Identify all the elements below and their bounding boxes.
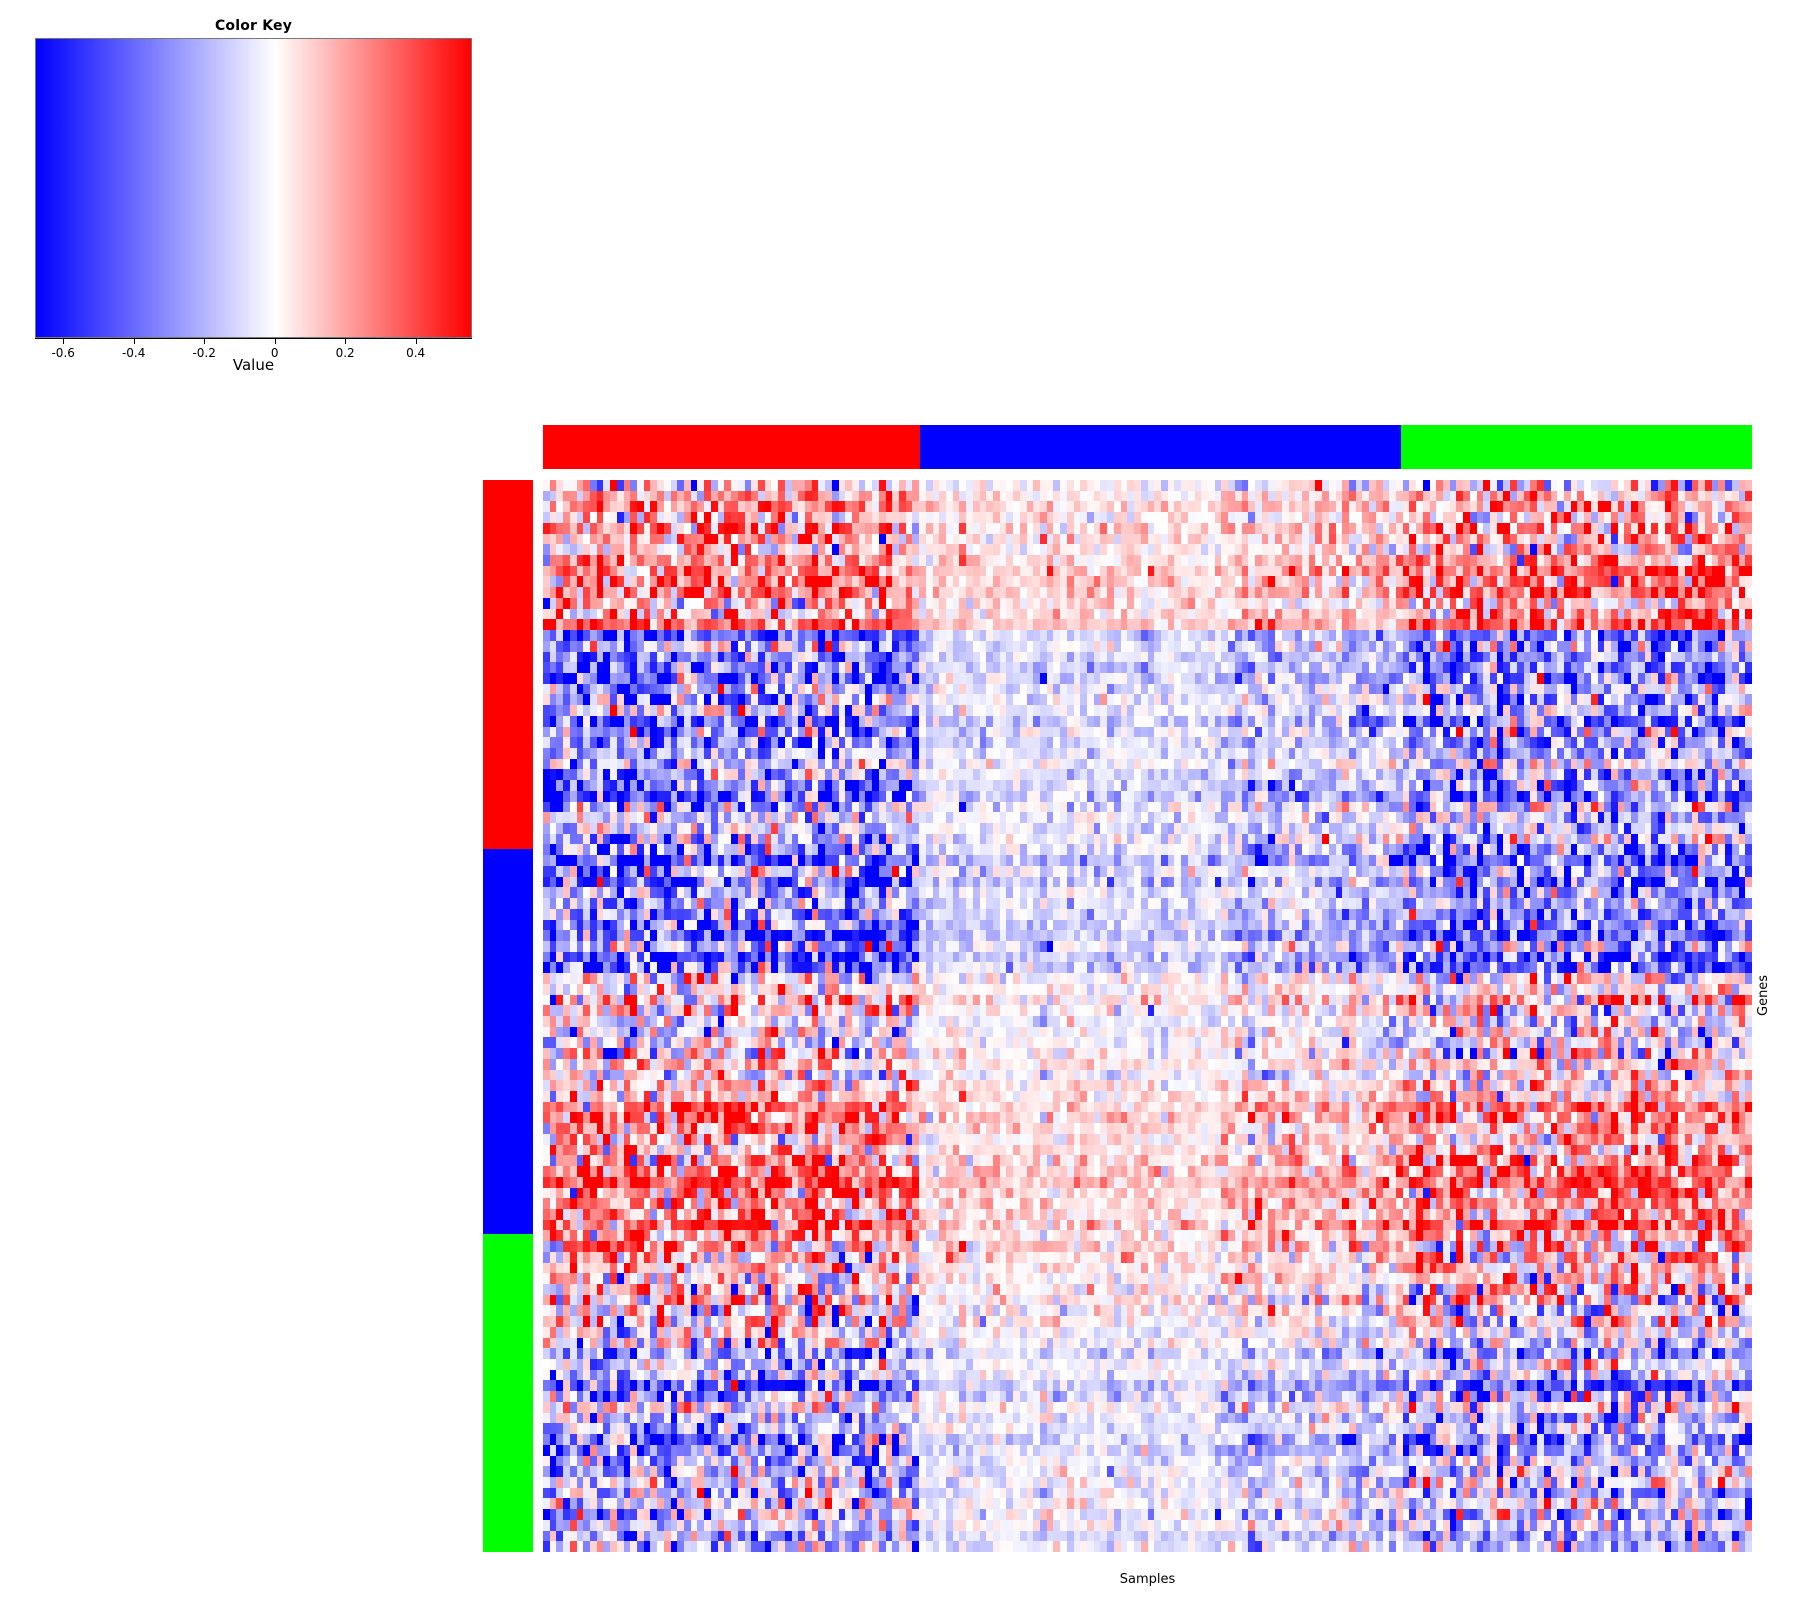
color-key-tick (274, 338, 276, 344)
color-key-tick (415, 338, 417, 344)
row-group-block (483, 480, 533, 849)
color-key-tick (133, 338, 135, 344)
color-key-tick-label: -0.2 (192, 346, 216, 360)
column-group-block (543, 425, 921, 469)
color-key-tick (204, 338, 206, 344)
row-group-annotation-bar (483, 480, 533, 1552)
color-key-axis-line (35, 338, 472, 339)
color-key-title: Color Key (214, 18, 293, 34)
x-axis-label: Samples (1119, 1572, 1176, 1587)
column-group-annotation-bar (543, 425, 1752, 469)
y-axis-label: Genes (1756, 974, 1771, 1016)
color-key-tick-label: -0.4 (121, 346, 146, 360)
color-key-tick-label: -0.6 (51, 346, 75, 360)
color-key-tick-label: 0.4 (406, 346, 426, 360)
color-key-tick-label: 0.2 (335, 346, 355, 360)
color-key-panel: Color Key -0.6 -0.4 -0.2 0 0.2 0.4 Value (35, 18, 472, 390)
color-key-axis: -0.6 -0.4 -0.2 0 0.2 0.4 (35, 338, 472, 372)
column-group-block (1401, 425, 1752, 469)
row-group-block (483, 1233, 533, 1552)
row-group-block (483, 848, 533, 1234)
color-key-axis-label: Value (232, 356, 275, 374)
column-group-block (920, 425, 1402, 469)
heatmap-matrix (543, 480, 1752, 1552)
color-key-gradient (35, 38, 472, 338)
color-key-tick-label: 0 (270, 346, 279, 360)
color-key-tick (63, 338, 65, 344)
color-key-tick (345, 338, 347, 344)
